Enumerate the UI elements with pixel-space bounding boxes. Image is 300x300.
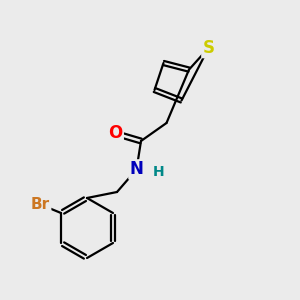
- Text: N: N: [130, 160, 143, 178]
- Text: O: O: [108, 124, 123, 142]
- Text: S: S: [202, 39, 214, 57]
- Text: Br: Br: [31, 197, 50, 212]
- Text: H: H: [153, 166, 165, 179]
